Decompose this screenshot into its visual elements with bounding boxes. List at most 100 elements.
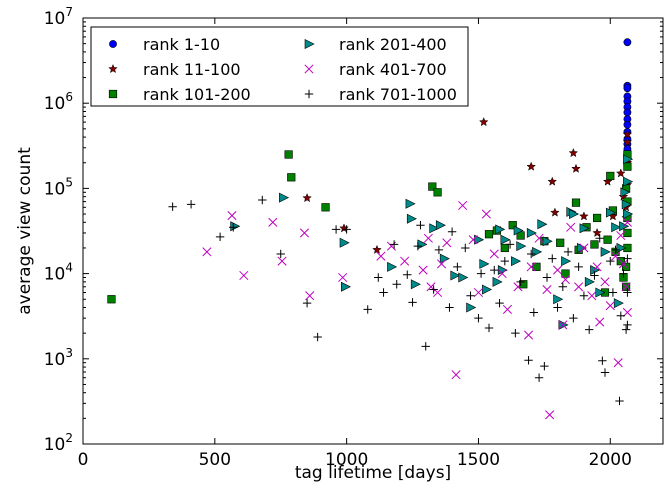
data-point [537, 219, 548, 230]
data-point [429, 223, 440, 234]
data-point [587, 291, 597, 301]
data-point [542, 273, 552, 282]
data-point [590, 271, 599, 280]
data-point [540, 361, 549, 371]
data-point [502, 304, 513, 314]
data-point [239, 270, 249, 281]
data-point [495, 298, 504, 308]
data-point [445, 303, 454, 312]
data-point [602, 176, 613, 186]
data-point [481, 209, 491, 219]
y-axis-label: average view count [15, 147, 35, 315]
x-tick-label: 1500 [457, 450, 500, 470]
x-tick-label: 2000 [589, 450, 632, 470]
data-point [287, 173, 296, 182]
data-point [403, 270, 412, 279]
data-point [376, 251, 386, 261]
data-point [611, 222, 622, 233]
legend-label: rank 701-1000 [339, 85, 457, 104]
data-point [497, 269, 507, 279]
data-point [569, 209, 580, 220]
data-point [341, 281, 351, 292]
data-point [615, 396, 624, 406]
data-point [558, 282, 568, 291]
x-tick-label: 0 [78, 450, 89, 470]
data-point [513, 225, 524, 236]
legend-label: rank 101-200 [143, 85, 251, 104]
data-point [584, 325, 594, 334]
data-point [408, 298, 417, 307]
data-point [620, 187, 631, 198]
data-point [466, 302, 477, 313]
data-point [623, 176, 634, 187]
data-point [542, 236, 553, 247]
series-square [107, 150, 632, 304]
y-tick-label: 104 [44, 261, 73, 285]
data-point [605, 207, 616, 218]
data-point [258, 195, 267, 205]
legend-marker [304, 39, 315, 49]
data-point [484, 323, 494, 333]
data-point [302, 298, 312, 308]
legend-entry: rank 201-400 [304, 35, 447, 54]
data-point [230, 221, 241, 232]
data-point [616, 311, 626, 320]
data-point [450, 270, 461, 281]
legend-label: rank 11-100 [143, 60, 241, 79]
plot-frame [82, 17, 664, 445]
data-point [623, 228, 632, 238]
data-point [436, 259, 447, 269]
data-point [516, 277, 525, 287]
data-point [339, 223, 349, 233]
data-point [379, 288, 388, 297]
data-point [618, 259, 629, 269]
data-point [619, 269, 628, 278]
data-point [569, 313, 578, 323]
data-point [372, 244, 382, 254]
data-point [550, 207, 560, 217]
data-point [579, 243, 589, 253]
legend: rank 1-10 rank 11-100 rank 101-200 rank 201… [90, 26, 469, 107]
data-point [579, 223, 590, 234]
legend-marker [304, 89, 314, 99]
data-point [603, 235, 612, 244]
data-point [579, 211, 589, 221]
data-point [622, 307, 632, 317]
series-star [302, 117, 633, 254]
axis-ticks: 0 500 1000 1500 2000 102 103 104 105 106 107 [44, 5, 663, 470]
legend-marker [304, 64, 314, 74]
data-point [215, 232, 225, 242]
data-point [623, 84, 632, 93]
data-point [342, 225, 351, 234]
data-point [558, 320, 568, 330]
data-point [610, 251, 621, 261]
data-point [416, 220, 425, 230]
data-point [560, 275, 571, 285]
data-point [623, 154, 634, 165]
data-point [168, 202, 177, 211]
data-point [529, 308, 539, 317]
series-x [202, 200, 632, 420]
legend-entry: rank 401-700 [304, 60, 447, 79]
data-point [526, 262, 536, 272]
legend-marker [108, 89, 118, 99]
data-point [547, 176, 558, 186]
data-point [418, 265, 428, 275]
data-point [532, 262, 541, 271]
data-point [434, 245, 444, 255]
data-point [363, 305, 372, 314]
data-point [553, 303, 562, 312]
data-point [574, 262, 583, 272]
data-point [474, 313, 483, 323]
series-plus [168, 195, 632, 406]
legend-entry: rank 701-1000 [304, 85, 457, 104]
legend-box [90, 26, 469, 107]
data-point [574, 282, 584, 292]
data-point [592, 213, 602, 223]
data-point [508, 221, 517, 230]
data-point [435, 220, 446, 231]
data-point [584, 276, 595, 287]
data-point [623, 320, 632, 330]
x-axis-label: tag lifetime [days] [295, 463, 451, 483]
